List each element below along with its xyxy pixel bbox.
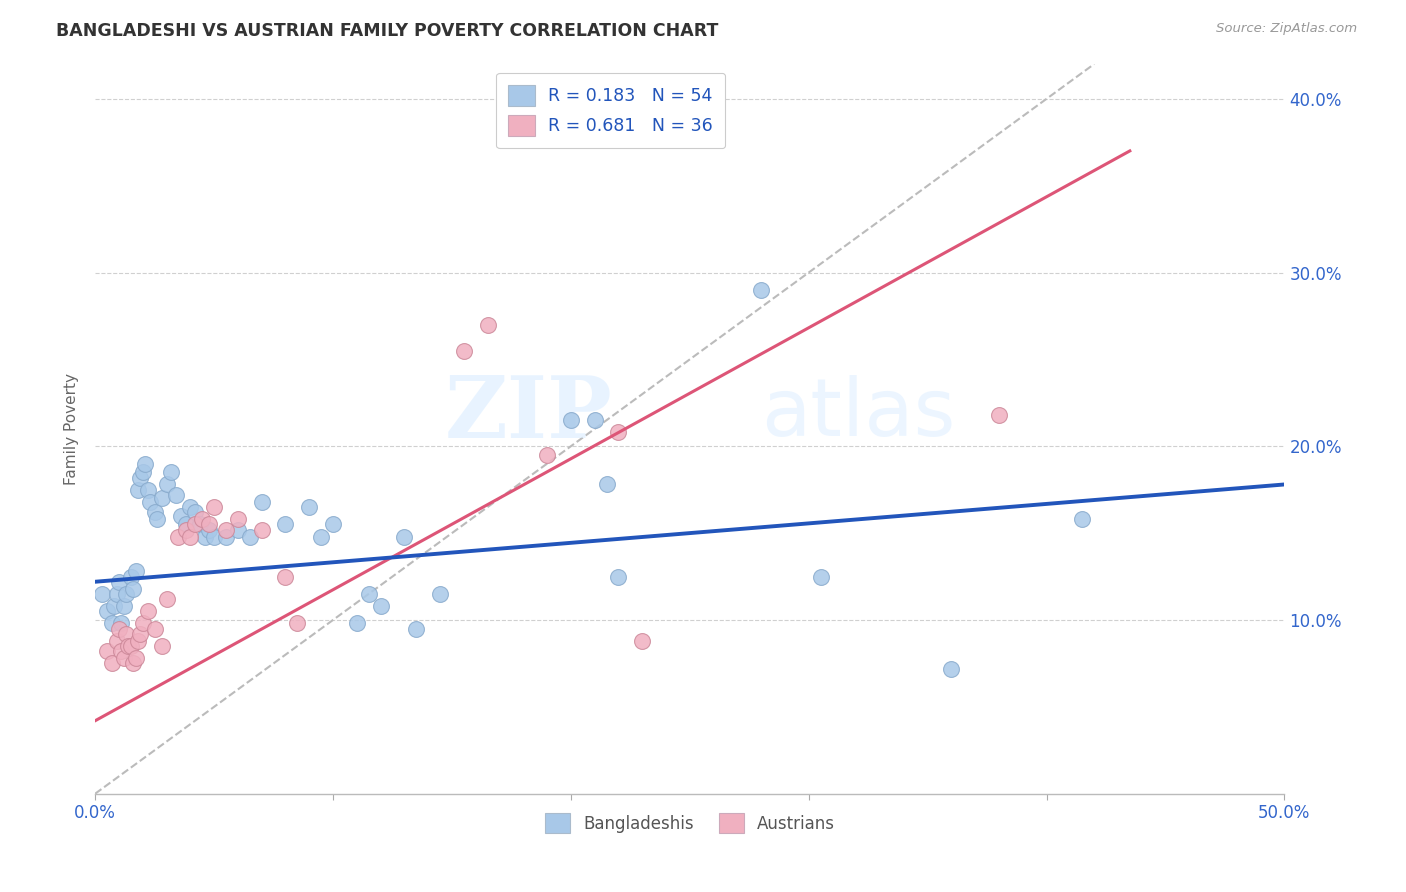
Point (150, 491, 173, 506)
Point (167, 530, 190, 544)
Y-axis label: Family Poverty: Family Poverty (65, 373, 79, 485)
Point (607, 569, 630, 583)
Point (274, 517, 297, 532)
Point (101, 657, 124, 671)
Point (239, 530, 262, 544)
Point (117, 639, 139, 653)
Point (124, 651, 146, 665)
Point (174, 523, 197, 537)
Point (285, 616, 308, 631)
Point (405, 622, 427, 636)
Point (143, 622, 166, 636)
Point (165, 488, 187, 502)
Point (112, 599, 135, 613)
Point (143, 505, 166, 519)
Point (129, 470, 152, 484)
Point (170, 508, 193, 523)
Point (298, 500, 321, 514)
Point (129, 627, 152, 641)
Point (139, 495, 162, 509)
Point (215, 530, 238, 544)
Point (198, 523, 221, 537)
Point (202, 530, 225, 544)
Point (309, 530, 332, 544)
Point (103, 599, 125, 613)
Point (184, 505, 207, 519)
Point (132, 616, 155, 631)
Point (122, 657, 145, 671)
Point (631, 633, 654, 648)
Point (429, 587, 451, 601)
Point (357, 587, 380, 601)
Point (150, 639, 173, 653)
Point (101, 616, 124, 631)
Point (188, 517, 211, 532)
Point (160, 465, 183, 479)
Point (749, 283, 772, 297)
Point (194, 530, 217, 544)
Point (226, 523, 249, 537)
Point (91, 587, 114, 601)
Point (108, 574, 131, 589)
Point (536, 448, 558, 462)
Point (346, 616, 368, 631)
Point (124, 564, 146, 578)
Point (134, 457, 156, 471)
Point (583, 413, 606, 427)
Point (146, 512, 169, 526)
Text: ZIP: ZIP (444, 372, 613, 457)
Point (96, 604, 118, 618)
Point (215, 523, 238, 537)
Point (198, 517, 221, 532)
Point (110, 644, 132, 658)
Point (477, 318, 499, 332)
Point (179, 530, 201, 544)
Text: BANGLADESHI VS AUSTRIAN FAMILY POVERTY CORRELATION CHART: BANGLADESHI VS AUSTRIAN FAMILY POVERTY C… (56, 22, 718, 40)
Point (174, 517, 197, 532)
Point (132, 465, 155, 479)
Point (122, 582, 145, 596)
Point (155, 477, 177, 491)
Point (370, 599, 392, 613)
Point (179, 500, 201, 514)
Point (1071, 512, 1094, 526)
Point (96, 644, 118, 658)
Point (184, 517, 207, 532)
Point (120, 639, 142, 653)
Point (226, 512, 249, 526)
Point (560, 413, 582, 427)
Point (108, 622, 131, 636)
Point (127, 633, 149, 648)
Point (105, 587, 128, 601)
Point (607, 425, 630, 440)
Point (120, 569, 142, 583)
Text: atlas: atlas (761, 376, 956, 453)
Point (274, 569, 297, 583)
Point (453, 343, 475, 358)
Point (115, 627, 138, 641)
Point (595, 477, 617, 491)
Point (115, 587, 138, 601)
Point (105, 633, 128, 648)
Point (250, 523, 273, 537)
Point (136, 604, 159, 618)
Legend: Bangladeshis, Austrians: Bangladeshis, Austrians (538, 806, 842, 840)
Point (155, 592, 177, 607)
Text: Source: ZipAtlas.com: Source: ZipAtlas.com (1216, 22, 1357, 36)
Point (988, 408, 1011, 422)
Point (112, 651, 135, 665)
Point (394, 530, 416, 544)
Point (127, 483, 149, 497)
Point (810, 569, 832, 583)
Point (322, 517, 344, 532)
Point (136, 483, 159, 497)
Point (202, 500, 225, 514)
Point (250, 495, 273, 509)
Point (191, 512, 214, 526)
Point (110, 616, 132, 631)
Point (941, 662, 963, 676)
